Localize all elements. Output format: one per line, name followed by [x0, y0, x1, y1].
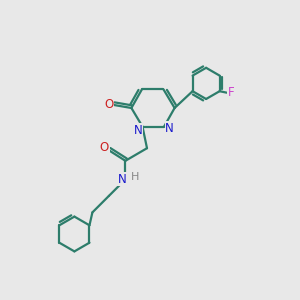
Text: O: O — [104, 98, 113, 112]
Text: N: N — [165, 122, 174, 135]
Text: H: H — [131, 172, 139, 182]
Text: F: F — [227, 86, 234, 99]
Text: N: N — [117, 173, 126, 186]
Text: O: O — [100, 141, 109, 154]
Text: N: N — [134, 124, 142, 137]
